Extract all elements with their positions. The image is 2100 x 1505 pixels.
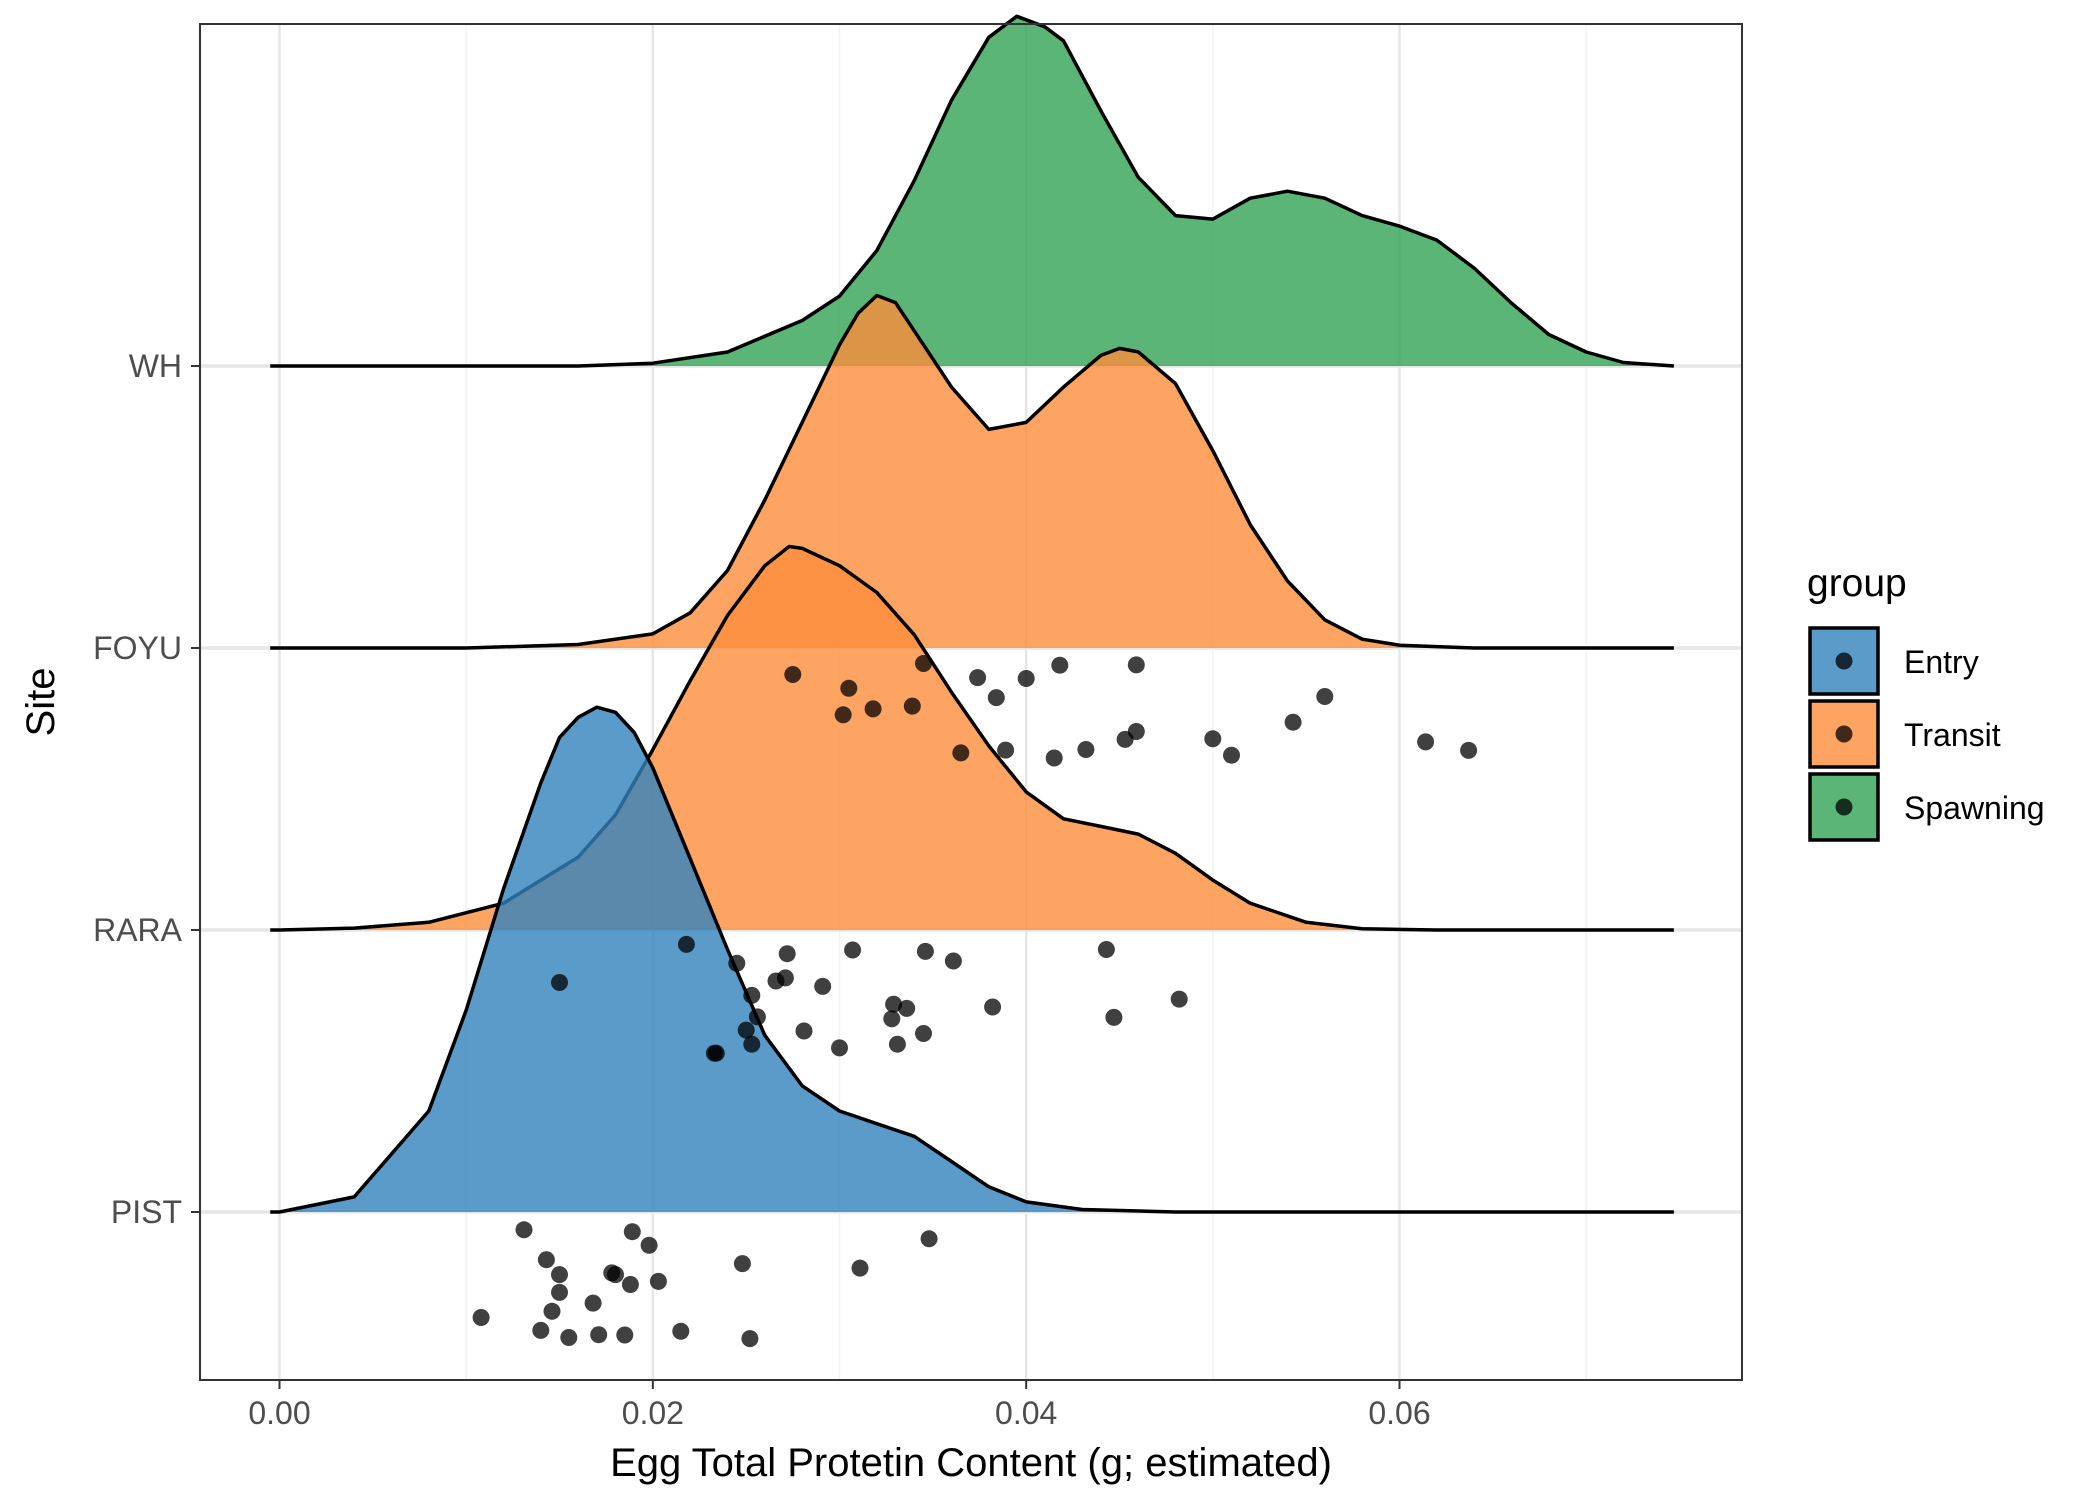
data-point-rara bbox=[795, 1022, 813, 1040]
data-point-pist bbox=[672, 1322, 690, 1340]
data-point-foyu bbox=[969, 669, 987, 687]
data-point-rara bbox=[984, 998, 1002, 1016]
data-points bbox=[472, 655, 1478, 1348]
data-point-foyu bbox=[1316, 688, 1334, 705]
data-point-foyu bbox=[952, 744, 970, 762]
data-point-pist bbox=[607, 1266, 624, 1284]
ridge-line-foyu bbox=[270, 293, 1674, 650]
legend-key-point bbox=[1835, 725, 1853, 743]
data-point-pist bbox=[560, 1329, 578, 1346]
data-point-pist bbox=[649, 1272, 667, 1290]
data-point-pist bbox=[616, 1326, 634, 1344]
ridge-line-pist bbox=[270, 705, 1674, 1214]
legend-label-spawning: Spawning bbox=[1904, 790, 2045, 826]
data-point-foyu bbox=[987, 689, 1005, 707]
data-point-pist bbox=[551, 1266, 568, 1284]
legend-title: group bbox=[1807, 562, 1907, 605]
data-point-foyu bbox=[1051, 656, 1069, 674]
x-tick-label: 0.02 bbox=[622, 1395, 684, 1431]
data-point-rara bbox=[944, 952, 962, 970]
data-point-rara bbox=[677, 935, 695, 953]
data-point-foyu bbox=[915, 655, 932, 672]
legend-key-point bbox=[1835, 652, 1853, 670]
legend: group Entry Transit Spawning bbox=[1807, 562, 2045, 842]
data-point-pist bbox=[532, 1321, 550, 1339]
data-point-rara bbox=[1105, 1008, 1123, 1026]
data-point-foyu bbox=[784, 666, 802, 683]
data-point-rara bbox=[885, 995, 903, 1013]
x-axis-title: Egg Total Protetin Content (g; estimated… bbox=[610, 1441, 1332, 1485]
data-point-rara bbox=[743, 1035, 761, 1053]
data-point-pist bbox=[537, 1251, 555, 1269]
data-point-rara bbox=[898, 999, 916, 1017]
data-point-pist bbox=[584, 1294, 602, 1312]
data-point-foyu bbox=[864, 700, 882, 718]
data-point-foyu bbox=[840, 679, 858, 697]
legend-label-entry: Entry bbox=[1904, 644, 1979, 680]
data-point-pist bbox=[551, 1283, 568, 1301]
data-point-foyu bbox=[997, 741, 1015, 759]
x-tick-label: 0.04 bbox=[995, 1395, 1057, 1431]
data-point-foyu bbox=[834, 706, 852, 724]
data-point-rara bbox=[551, 974, 568, 991]
y-tick-label: FOYU bbox=[93, 630, 182, 666]
legend-keys: Entry Transit Spawning bbox=[1808, 626, 2045, 842]
axes: 0.00 0.02 0.04 0.06 PIST RARA FOYU WH bbox=[93, 348, 1431, 1431]
x-tick-label: 0.06 bbox=[1368, 1395, 1430, 1431]
data-point-pist bbox=[543, 1302, 561, 1320]
panel-border bbox=[199, 23, 1743, 1381]
data-point-rara bbox=[776, 969, 794, 987]
data-point-rara bbox=[915, 1025, 932, 1042]
data-point-rara bbox=[916, 942, 934, 960]
data-point-pist bbox=[640, 1236, 658, 1254]
y-tick-label: RARA bbox=[93, 912, 183, 948]
data-point-rara bbox=[1170, 990, 1188, 1008]
y-axis-title: Site bbox=[19, 668, 63, 737]
data-point-foyu bbox=[1284, 713, 1302, 731]
data-point-rara bbox=[888, 1035, 906, 1053]
data-point-pist bbox=[621, 1276, 639, 1293]
ridge-fill-pist bbox=[270, 707, 1674, 1212]
y-tick-label: WH bbox=[129, 348, 182, 384]
y-tick-label: PIST bbox=[111, 1194, 182, 1230]
data-point-foyu bbox=[903, 697, 921, 715]
ridge-fill-wh bbox=[270, 16, 1674, 367]
ridge-fill-foyu bbox=[270, 295, 1674, 648]
data-point-foyu bbox=[1077, 741, 1095, 758]
ridge-line-wh bbox=[270, 14, 1675, 368]
data-point-foyu bbox=[1417, 733, 1435, 751]
data-point-rara bbox=[743, 986, 761, 1004]
data-point-rara bbox=[844, 941, 862, 959]
data-point-pist bbox=[920, 1230, 938, 1248]
data-point-foyu bbox=[1017, 670, 1035, 687]
legend-label-transit: Transit bbox=[1904, 717, 2001, 753]
data-point-foyu bbox=[1204, 730, 1222, 748]
data-point-rara bbox=[737, 1021, 755, 1039]
data-point-foyu bbox=[1116, 730, 1134, 748]
data-point-rara bbox=[748, 1008, 766, 1026]
data-point-rara bbox=[831, 1039, 848, 1057]
data-point-pist bbox=[472, 1309, 490, 1326]
data-point-rara bbox=[883, 1010, 901, 1028]
data-point-foyu bbox=[1045, 749, 1063, 767]
data-point-pist bbox=[741, 1330, 759, 1348]
data-point-foyu bbox=[1460, 741, 1478, 759]
data-point-rara bbox=[814, 977, 832, 995]
data-point-pist bbox=[851, 1259, 869, 1277]
data-point-rara bbox=[728, 954, 746, 972]
data-point-pist bbox=[623, 1223, 641, 1241]
data-point-pist bbox=[733, 1255, 751, 1273]
data-point-pist bbox=[515, 1221, 533, 1239]
x-tick-label: 0.00 bbox=[248, 1395, 310, 1431]
data-point-rara bbox=[778, 945, 796, 963]
data-point-rara bbox=[1097, 941, 1115, 958]
density-ridges bbox=[270, 14, 1675, 1214]
data-point-foyu bbox=[1223, 746, 1240, 764]
data-point-pist bbox=[590, 1326, 608, 1344]
data-point-rara bbox=[707, 1044, 725, 1062]
legend-key-point bbox=[1835, 798, 1853, 816]
data-point-foyu bbox=[1127, 656, 1145, 674]
